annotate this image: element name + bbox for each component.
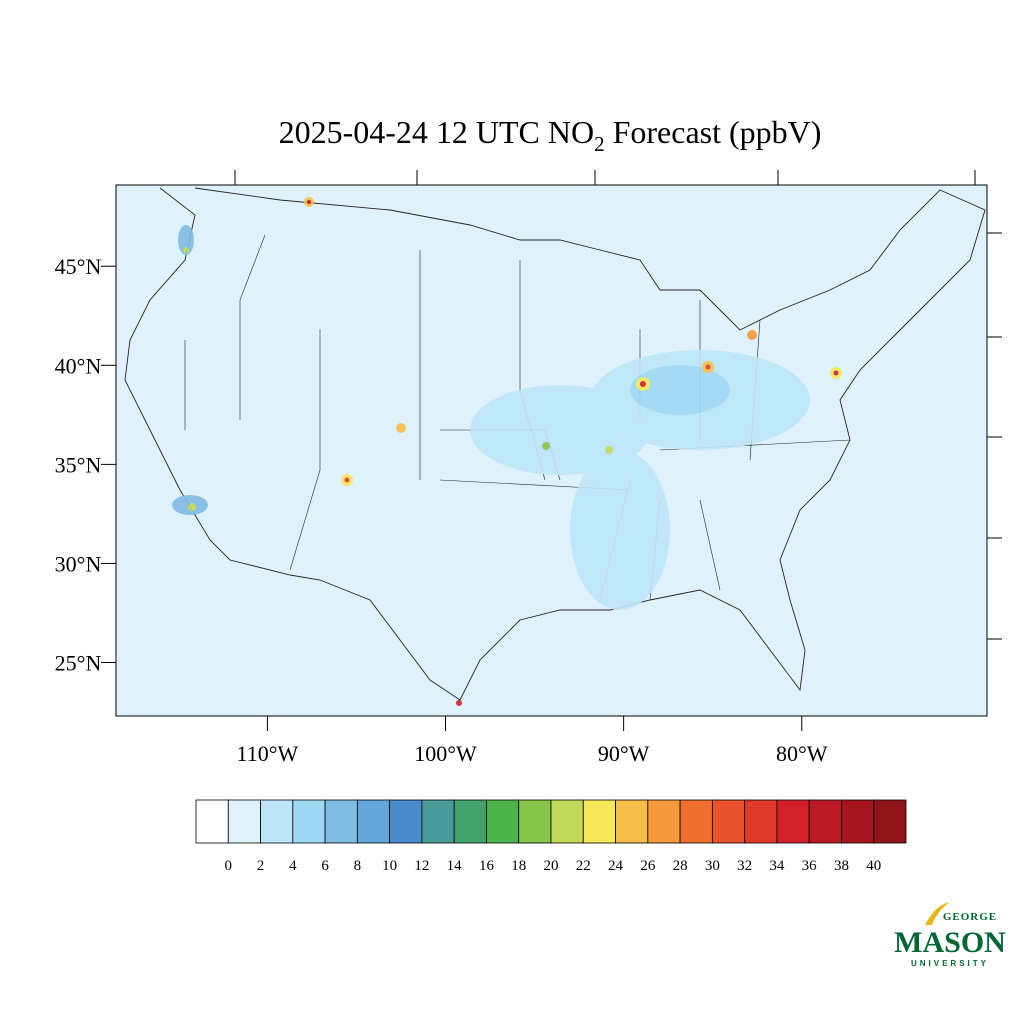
colorbar-box xyxy=(647,799,681,844)
colorbar-label: 28 xyxy=(673,858,688,874)
colorbar-label: 20 xyxy=(544,858,559,874)
colorbar-label: 32 xyxy=(737,858,752,874)
colorbar-box xyxy=(421,799,455,844)
colorbar-box xyxy=(744,799,778,844)
x-tick-label: 100°W xyxy=(414,741,477,766)
logo-flame xyxy=(925,902,950,925)
x-tick-label: 110°W xyxy=(237,741,299,766)
colorbar-box xyxy=(776,799,810,844)
concentration-field xyxy=(172,197,842,706)
colorbar-box xyxy=(518,799,552,844)
colorbar-label: 40 xyxy=(866,858,881,874)
x-tick-label: 90°W xyxy=(598,741,650,766)
title: 2025-04-24 12 UTC NO2 Forecast (ppbV) xyxy=(279,114,822,156)
map-frame xyxy=(115,184,988,717)
colorbar: 0 2 4 6 8 10 12 14 16 18 20 22 24 26 28 30 32 34 36 38 40 xyxy=(195,799,907,874)
colorbar-label: 14 xyxy=(447,858,463,874)
logo-top: GEORGE xyxy=(943,911,997,923)
colorbar-label: 38 xyxy=(834,858,849,874)
y-tick-label: 45°N xyxy=(55,254,102,279)
colorbar-label: 2 xyxy=(257,858,265,874)
colorbar-box xyxy=(195,799,229,844)
colorbar-box xyxy=(615,799,649,844)
colorbar-box xyxy=(227,799,261,844)
colorbar-box xyxy=(453,799,487,844)
y-tick-label: 40°N xyxy=(55,353,102,378)
colorbar-box xyxy=(808,799,842,844)
colorbar-box xyxy=(486,799,520,844)
colorbar-box xyxy=(324,799,358,844)
y-tick-label: 25°N xyxy=(55,651,102,676)
colorbar-label: 22 xyxy=(576,858,591,874)
colorbar-label: 26 xyxy=(640,858,656,874)
colorbar-box xyxy=(292,799,326,844)
logo: GEORGE MASON UNIVERSITY xyxy=(894,902,1006,968)
colorbar-label: 34 xyxy=(769,858,785,874)
colorbar-box xyxy=(582,799,616,844)
frame-ticks xyxy=(234,170,1002,640)
colorbar-label: 36 xyxy=(802,858,818,874)
map: 45°N 40°N 35°N 30°N 25°N 110°W 100°W 90°W 80°W xyxy=(55,170,1002,766)
colorbar-box xyxy=(679,799,713,844)
colorbar-box xyxy=(841,799,875,844)
colorbar-label: 30 xyxy=(705,858,720,874)
y-tick-label: 35°N xyxy=(55,452,102,477)
y-tick-label: 30°N xyxy=(55,551,102,576)
colorbar-label: 16 xyxy=(479,858,495,874)
colorbar-box xyxy=(260,799,294,844)
colorbar-label: 12 xyxy=(414,858,429,874)
us-outline xyxy=(124,187,986,701)
colorbar-label: 18 xyxy=(511,858,526,874)
colorbar-label: 8 xyxy=(354,858,362,874)
colorbar-box xyxy=(389,799,423,844)
colorbar-label: 6 xyxy=(321,858,329,874)
colorbar-label: 0 xyxy=(225,858,233,874)
x-tick-label: 80°W xyxy=(776,741,828,766)
colorbar-box xyxy=(873,799,907,844)
colorbar-label: 4 xyxy=(289,858,297,874)
logo-main: MASON xyxy=(894,926,1006,959)
colorbar-label: 24 xyxy=(608,858,624,874)
colorbar-box xyxy=(550,799,584,844)
logo-bottom: UNIVERSITY xyxy=(911,959,989,968)
colorbar-label: 10 xyxy=(382,858,397,874)
colorbar-box xyxy=(356,799,391,844)
colorbar-box xyxy=(711,799,746,844)
